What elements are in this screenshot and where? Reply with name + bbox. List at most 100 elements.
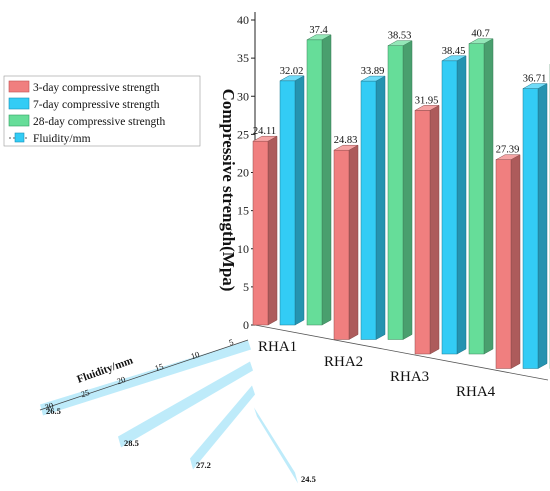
legend-swatch-28day [8, 114, 30, 127]
bar-data-label: 40.7 [471, 29, 489, 40]
y-axis-label: Compressive strength(Mpa) [219, 89, 238, 292]
bar-rha1-s0 [252, 135, 278, 326]
y-tick-label: 30 [237, 89, 249, 103]
bar-data-label: 24.83 [334, 135, 358, 146]
category-label-rha3: RHA3 [390, 369, 429, 385]
fluidity-value-label: 24.5 [301, 474, 316, 484]
y-tick-label: 0 [243, 318, 249, 332]
bar-top [522, 83, 548, 89]
bar-side [429, 104, 440, 355]
legend-label-28day: 28-day compressive strength [33, 116, 165, 128]
bar-front [387, 45, 404, 340]
bar-top [279, 75, 305, 82]
fluidity-tick-label: 15 [153, 361, 164, 373]
floor-edge-line [254, 324, 549, 381]
bar-rha3-s0 [414, 104, 440, 355]
bar-side [483, 38, 494, 355]
bar-data-label: 33.89 [361, 66, 385, 77]
bar-side [375, 75, 386, 340]
bar-front [441, 60, 458, 355]
bar-top [414, 105, 440, 111]
bar-front [495, 159, 512, 369]
fluidity-ribbon-rha4 [254, 407, 298, 484]
bar-data-label: 38.53 [388, 31, 412, 42]
bar-rha3-s1 [441, 55, 467, 355]
y-tick-label: 25 [237, 127, 249, 141]
bar-side [510, 154, 521, 369]
bar-data-label: 38.45 [442, 46, 466, 57]
bar-side [402, 40, 413, 340]
bar-data-label: 24.11 [253, 126, 276, 137]
bar-front [252, 140, 269, 326]
legend: 3-day compressive strength 7-day compres… [3, 75, 201, 147]
bar-rha1-s1 [279, 75, 305, 326]
category-label-rha2: RHA2 [324, 354, 363, 370]
legend-item-3day: 3-day compressive strength [8, 80, 160, 94]
bar-side [348, 144, 359, 340]
bars [252, 34, 550, 369]
legend-frame [3, 75, 201, 147]
bar-front [333, 149, 350, 340]
y-tick-label: 5 [243, 280, 249, 294]
bar-top [360, 75, 386, 82]
bar-front [279, 80, 296, 326]
bar-rha4-s0 [495, 154, 521, 369]
legend-item-28day: 28-day compressive strength [8, 114, 165, 128]
fluidity-ribbons [40, 340, 298, 484]
fluidity-ribbon-rha3 [190, 385, 255, 470]
fluidity-ribbon-rha2 [118, 361, 253, 448]
category-label-rha4: RHA4 [456, 384, 496, 400]
bar-side [294, 75, 305, 326]
legend-item-7day: 7-day compressive strength [8, 97, 160, 111]
bar-rha4-s1 [522, 83, 548, 369]
legend-item-fluidity: Fluidity/mm [9, 132, 91, 145]
bar-front [522, 88, 539, 369]
bar-top [306, 34, 332, 41]
legend-swatch-3day [8, 80, 30, 93]
fluidity-value-label: 26.5 [46, 406, 61, 416]
bar-rha2-s0 [333, 144, 359, 340]
fluidity-tick-label: 5 [228, 337, 235, 348]
bar-data-label: 27.39 [496, 145, 520, 156]
bar-side [267, 135, 278, 326]
bar-data-label: 37.4 [309, 25, 328, 36]
bar-front [360, 80, 377, 340]
bar-side [456, 55, 467, 355]
bar-data-label: 32.02 [280, 66, 304, 77]
fluidity-value-label: 28.5 [124, 438, 139, 448]
fluidity-axis-line [39, 339, 249, 411]
bar-front [306, 39, 323, 326]
y-tick-label: 35 [237, 51, 249, 65]
bar-front [414, 110, 431, 355]
bar-rha2-s1 [360, 75, 386, 340]
y-tick-label: 10 [237, 242, 249, 256]
bar-data-label: 36.71 [523, 74, 547, 85]
fluidity-tick-label: 30 [43, 400, 54, 412]
category-label-rha1: RHA1 [258, 339, 297, 355]
chart-text: 051015202530354026.528.527.224.551015202… [43, 13, 547, 484]
legend-swatch-7day [8, 97, 30, 110]
legend-label-3day: 3-day compressive strength [33, 82, 160, 94]
fluidity-tick-label: 25 [79, 387, 90, 399]
y-tick-label: 40 [237, 13, 249, 27]
bar-side [537, 83, 548, 369]
bar-top [387, 40, 413, 46]
bar-rha1-s2 [306, 34, 332, 326]
bar-side [321, 34, 332, 326]
fluidity-tick-label: 20 [115, 374, 126, 386]
y-tick-label: 15 [237, 204, 249, 218]
bar-top [441, 55, 467, 62]
bar-top [495, 154, 521, 160]
bar-rha3-s2 [468, 38, 494, 355]
bar-data-label: 31.95 [415, 95, 439, 106]
legend-label-7day: 7-day compressive strength [33, 99, 160, 111]
bar-rha2-s2 [387, 40, 413, 340]
legend-swatch-fluidity [14, 132, 25, 143]
bar-top [252, 135, 278, 142]
fluidity-value-label: 27.2 [196, 460, 211, 470]
bar-front [468, 43, 485, 355]
fluidity-tick-label: 10 [189, 349, 200, 361]
y-tick-label: 20 [237, 166, 249, 180]
bar-top [468, 38, 494, 44]
